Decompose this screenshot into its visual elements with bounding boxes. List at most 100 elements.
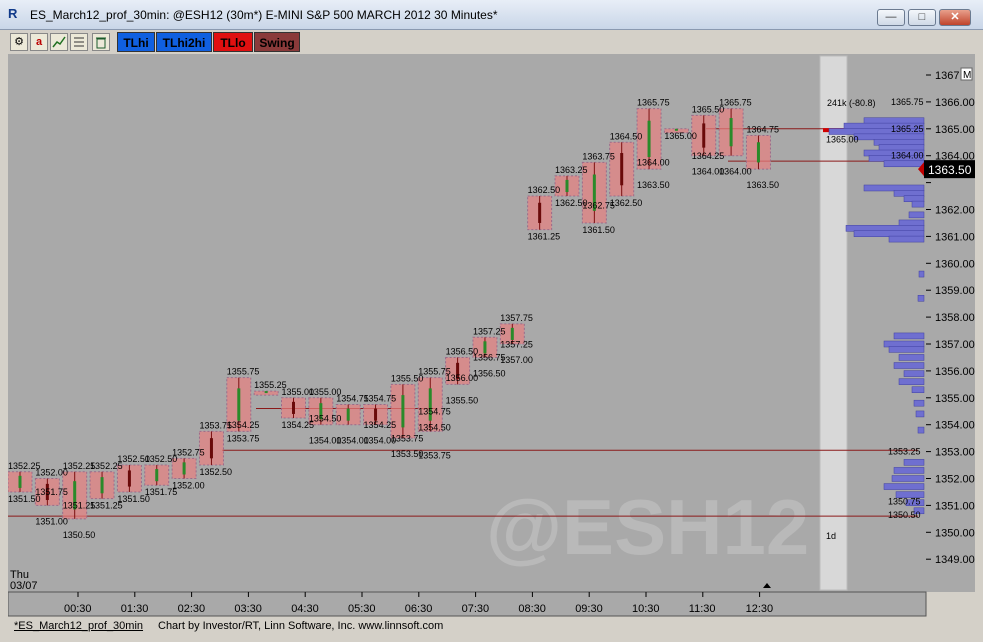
price-bar-body	[18, 475, 22, 488]
close-button[interactable]: ✕	[939, 9, 971, 26]
bar-price-label: 1355.25	[254, 380, 287, 390]
bar-price-label: 1355.00	[309, 387, 342, 397]
volume-profile-bar	[898, 378, 925, 385]
profile-level-label: 1364.00	[891, 151, 924, 161]
bar-price-label: 1352.00	[172, 481, 205, 491]
trash-icon[interactable]	[92, 33, 110, 51]
volume-profile-bar	[888, 346, 925, 353]
price-axis-label: 1351.00	[935, 500, 975, 512]
price-axis-label: 1361.00	[935, 231, 975, 243]
bar-price-label: 1363.50	[637, 180, 670, 190]
price-bar-body	[155, 469, 159, 482]
tlhi2hi-button[interactable]: TLhi2hi	[156, 32, 212, 52]
time-axis-label: 09:30	[575, 603, 603, 615]
chart-icon[interactable]	[50, 33, 68, 51]
bar-price-label: 1365.00	[664, 131, 697, 141]
bar-price-label: 1357.00	[500, 355, 533, 365]
current-price-badge	[924, 160, 975, 179]
price-bar-body	[538, 202, 542, 223]
bar-price-label: 1354.75	[336, 394, 369, 404]
date-label: 03/07	[10, 580, 38, 592]
bar-price-label: 1355.75	[418, 367, 451, 377]
volume-profile-bar	[908, 211, 925, 219]
time-axis-label: 00:30	[64, 603, 92, 615]
profile-volume-header: 241k (-80.8)	[827, 98, 876, 108]
swing-button[interactable]: Swing	[254, 32, 300, 52]
bar-price-label: 1364.00	[719, 167, 752, 177]
bar-price-label: 1361.50	[582, 225, 615, 235]
bar-price-label: 1357.25	[500, 339, 533, 349]
bar-price-label: 1353.75	[391, 433, 424, 443]
m-badge[interactable]	[960, 67, 973, 81]
time-axis-label: 02:30	[178, 603, 206, 615]
bar-price-label: 1352.50	[117, 454, 150, 464]
bar-price-label: 1352.50	[145, 454, 178, 464]
tllo-button[interactable]: TLlo	[213, 32, 253, 52]
bar-price-label: 1356.50	[473, 368, 506, 378]
volume-profile-bar	[893, 332, 925, 340]
time-axis-label: 05:30	[348, 603, 376, 615]
price-bar-body	[702, 123, 706, 148]
plot-area	[8, 54, 926, 592]
volume-profile-bar	[915, 410, 925, 418]
minimize-button[interactable]: —	[877, 9, 905, 26]
bar-price-label: 1365.50	[692, 104, 725, 114]
list-icon[interactable]	[70, 33, 88, 51]
price-chart[interactable]: @ESH12 1352.25 1352.00 1351.75 1351.50 1351.…	[7, 54, 975, 620]
bar-price-label: 1351.00	[35, 516, 68, 526]
bar-price-label: 1361.25	[528, 232, 561, 242]
status-bar: *ES_March12_prof_30min Chart by Investor…	[8, 618, 975, 636]
price-bar-body	[292, 401, 295, 414]
volume-profile-bar	[893, 467, 925, 474]
bar-price-label: 1362.75	[582, 200, 615, 210]
tlhi-button[interactable]: TLhi	[117, 32, 155, 52]
price-bar-body	[127, 470, 131, 487]
a-icon[interactable]: a	[30, 33, 48, 51]
close-icon: ✕	[950, 11, 960, 23]
volume-profile-bar	[888, 235, 925, 243]
price-axis-label: 1355.00	[935, 393, 975, 405]
price-axis-label: 1364.00	[935, 151, 975, 163]
app-logo-icon: R	[8, 6, 18, 21]
bar-price-label: 1364.75	[746, 125, 779, 135]
restore-button[interactable]: □	[908, 9, 936, 26]
price-axis-label: 1354.00	[935, 420, 975, 432]
bar-price-label: 1354.75	[364, 394, 397, 404]
bar-price-label: 1354.25	[227, 420, 260, 430]
settings-icon[interactable]: ⚙	[10, 33, 28, 51]
price-bar-body	[401, 395, 405, 428]
volume-profile-bar	[913, 507, 925, 515]
bar-price-label: 1353.75	[199, 420, 232, 430]
bar-price-label: 1354.50	[309, 413, 342, 423]
time-axis-label: 06:30	[405, 603, 433, 615]
volume-profile-bar	[903, 195, 925, 202]
restore-icon: □	[918, 11, 926, 23]
bar-price-label: 1354.75	[418, 407, 451, 417]
volume-profile-bar	[863, 184, 925, 192]
chart-canvas[interactable]: @ESH12 1352.251352.001351.751351.501351.…	[7, 54, 975, 620]
bar-price-label: 1352.00	[35, 468, 68, 478]
price-bar-body	[674, 128, 678, 131]
bar-price-label: 1352.50	[199, 467, 232, 477]
volume-profile-bar	[891, 475, 925, 482]
profile-level-label: 1350.50	[888, 510, 921, 520]
profile-level-label: 1365.25	[891, 124, 924, 134]
bar-price-label: 1356.50	[446, 346, 479, 356]
volume-profile-bar	[903, 370, 925, 377]
price-axis-label: 1367.	[935, 70, 963, 82]
time-axis-label: 11:30	[689, 603, 716, 615]
bar-price-label: 1365.75	[637, 98, 670, 108]
volume-profile-bar	[911, 386, 925, 393]
bar-price-label: 1354.50	[418, 422, 451, 432]
bar-price-label: 1351.25	[63, 501, 96, 511]
price-bar-body	[510, 327, 514, 340]
bar-price-label: 1353.50	[391, 449, 424, 459]
volume-profile-bar	[913, 399, 925, 407]
window-title: ES_March12_prof_30min: @ESH12 (30m*) E-M…	[30, 8, 498, 22]
volume-profile-bar	[898, 354, 925, 361]
price-bar-body	[237, 388, 241, 421]
price-bar-body	[73, 481, 77, 510]
chart-tab[interactable]: *ES_March12_prof_30min	[14, 620, 144, 632]
window-title-bar[interactable]: R ES_March12_prof_30min: @ESH12 (30m*) E…	[0, 0, 983, 30]
time-axis-area	[7, 591, 927, 617]
